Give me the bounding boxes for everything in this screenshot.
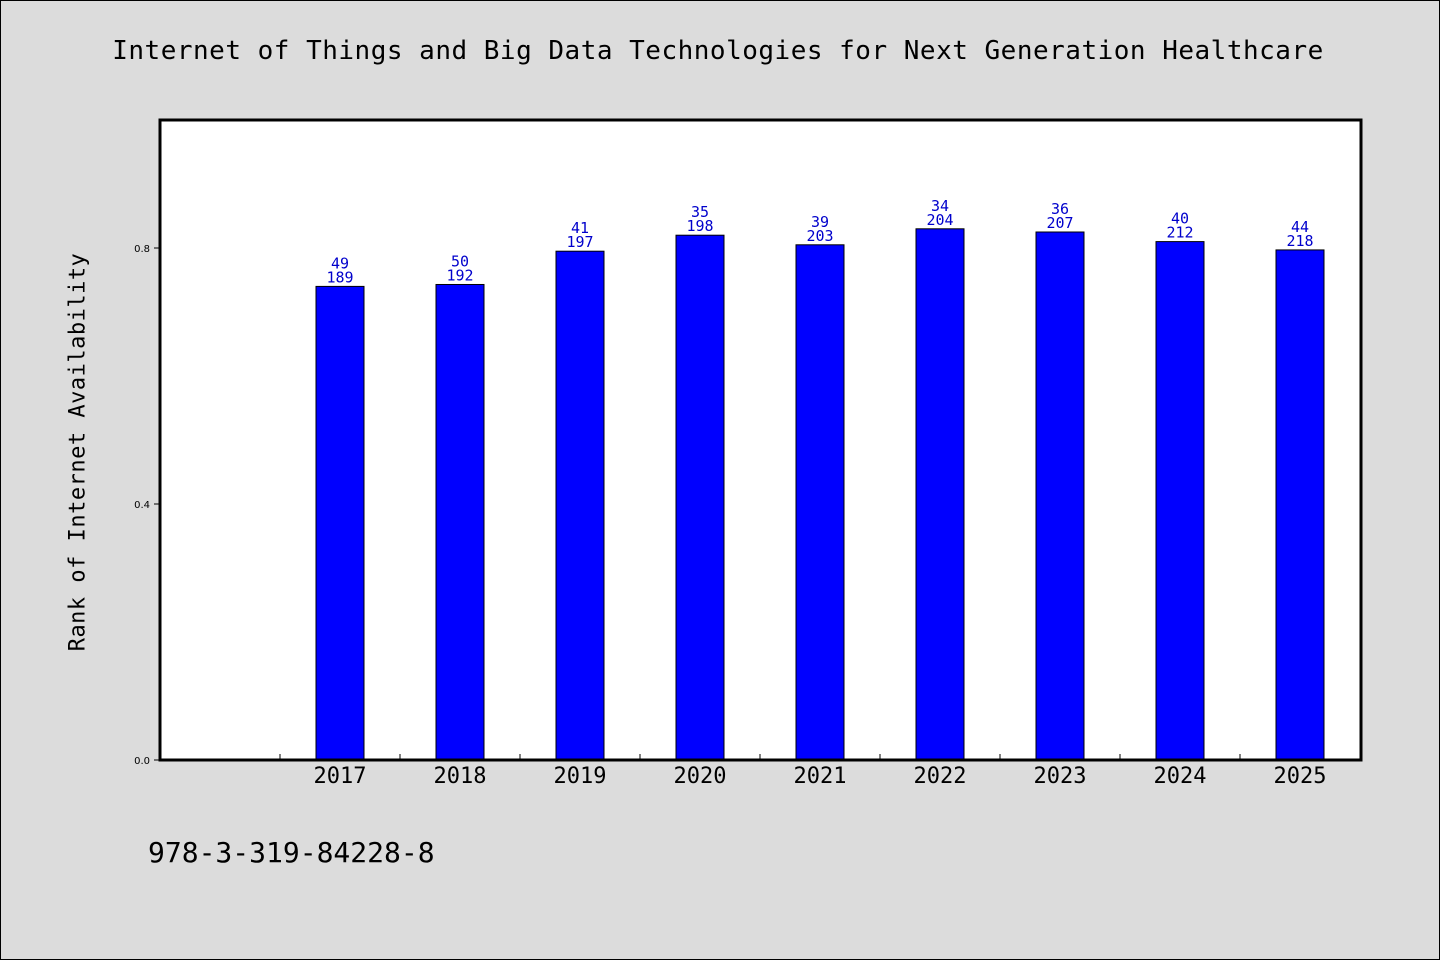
data-label-top: 50	[451, 252, 469, 270]
chart-title: Internet of Things and Big Data Technolo…	[112, 36, 1324, 66]
data-label-top: 44	[1291, 218, 1309, 236]
bar	[435, 283, 485, 761]
y-tick-label: 0.0	[134, 756, 150, 767]
data-label-top: 40	[1171, 210, 1189, 228]
data-label-top: 35	[691, 203, 709, 221]
bar	[915, 228, 965, 761]
bar	[1035, 231, 1085, 761]
isbn-text: 978-3-319-84228-8	[148, 836, 435, 869]
bar	[555, 250, 605, 761]
bar	[1155, 241, 1205, 761]
bar	[675, 234, 725, 761]
data-label-bottom: 197	[566, 233, 593, 251]
data-label-bottom: 207	[1046, 214, 1073, 232]
data-label-top: 39	[811, 213, 829, 231]
data-label-top: 41	[571, 219, 589, 237]
x-tick-label: 2018	[434, 764, 487, 789]
plot-border	[158, 118, 1363, 762]
bar	[795, 244, 845, 761]
x-tick-label: 2020	[674, 764, 727, 789]
bar	[315, 285, 365, 761]
x-tick-label: 2025	[1274, 764, 1327, 789]
bar	[1275, 249, 1325, 761]
data-label-bottom: 203	[806, 227, 833, 245]
data-label-top: 36	[1051, 200, 1069, 218]
data-label-bottom: 212	[1166, 224, 1193, 242]
x-tick-label: 2021	[794, 764, 847, 789]
data-label-top: 34	[931, 197, 949, 215]
x-tick-label: 2022	[914, 764, 967, 789]
data-label-bottom: 218	[1286, 232, 1313, 250]
x-tick-label: 2017	[314, 764, 367, 789]
data-label-top: 49	[331, 254, 349, 272]
data-label-bottom: 189	[326, 268, 353, 286]
x-tick-label: 2024	[1154, 764, 1207, 789]
data-label-bottom: 204	[926, 211, 953, 229]
data-label-bottom: 192	[446, 266, 473, 284]
y-tick-label: 0.4	[134, 500, 150, 511]
x-tick-label: 2023	[1034, 764, 1087, 789]
x-tick-label: 2019	[554, 764, 607, 789]
y-tick-label: 0.8	[134, 244, 150, 255]
data-label-bottom: 198	[686, 217, 713, 235]
